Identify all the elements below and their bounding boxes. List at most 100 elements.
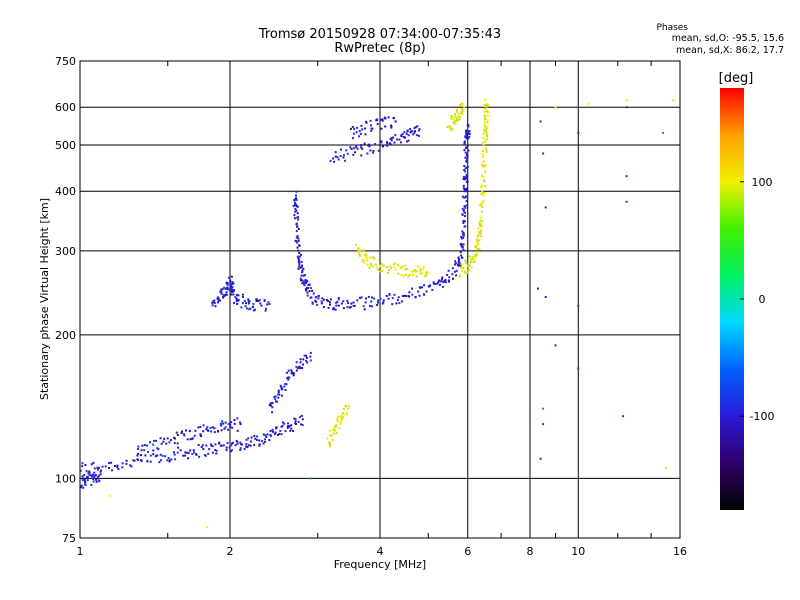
data-point	[229, 424, 232, 426]
data-point	[202, 448, 205, 450]
data-point	[301, 271, 304, 274]
y-tick-label: 300	[55, 245, 76, 258]
data-point	[83, 477, 86, 480]
data-point	[191, 453, 194, 455]
data-point	[462, 232, 464, 235]
data-point	[625, 175, 628, 178]
data-point	[297, 257, 300, 260]
data-point	[484, 139, 487, 142]
data-point	[393, 117, 396, 120]
data-point	[480, 185, 483, 188]
data-point	[365, 255, 367, 258]
data-point	[173, 442, 176, 445]
data-point	[278, 393, 281, 396]
data-point	[133, 459, 136, 462]
data-point	[329, 159, 332, 162]
data-point	[479, 216, 482, 219]
data-point	[269, 430, 272, 432]
data-point	[293, 214, 296, 217]
data-point	[201, 444, 204, 447]
data-point	[93, 471, 96, 474]
data-point	[271, 406, 274, 409]
data-point	[297, 420, 300, 423]
data-point	[337, 158, 340, 161]
data-point	[320, 300, 323, 303]
data-point	[200, 435, 203, 438]
data-point	[219, 422, 222, 425]
data-point	[197, 444, 200, 446]
data-point	[473, 260, 476, 263]
data-point	[244, 305, 247, 308]
data-point	[462, 184, 465, 187]
data-point	[393, 293, 396, 296]
data-point	[402, 274, 405, 277]
data-point	[478, 239, 481, 242]
data-point	[328, 301, 331, 304]
data-point	[225, 281, 228, 284]
data-point	[340, 148, 342, 151]
data-point	[468, 133, 471, 136]
data-point	[361, 147, 364, 150]
data-point	[355, 244, 358, 247]
data-point	[347, 407, 349, 410]
data-point	[386, 266, 389, 269]
data-point	[355, 131, 358, 134]
data-point	[250, 440, 252, 443]
data-point	[292, 374, 295, 377]
data-point	[387, 116, 390, 119]
data-point	[306, 294, 309, 297]
data-point	[281, 424, 284, 427]
data-point	[481, 190, 484, 193]
data-point	[91, 475, 94, 478]
data-point	[152, 449, 155, 452]
data-point	[220, 444, 223, 447]
data-point	[359, 254, 362, 257]
data-point	[366, 152, 369, 155]
data-point	[405, 132, 408, 135]
data-point	[423, 293, 426, 296]
data-point	[108, 462, 111, 465]
data-point	[87, 472, 90, 475]
data-point	[372, 265, 375, 268]
data-point	[297, 218, 300, 221]
data-point	[421, 268, 424, 271]
data-point	[137, 459, 140, 462]
data-point	[483, 128, 485, 131]
data-point	[485, 133, 488, 136]
data-point	[228, 446, 231, 449]
data-point	[460, 266, 463, 269]
data-point	[303, 354, 306, 357]
data-point	[423, 265, 425, 268]
data-point	[398, 302, 401, 305]
data-point	[327, 306, 330, 309]
data-point	[464, 129, 467, 132]
data-point	[298, 265, 301, 268]
data-point	[484, 107, 486, 110]
data-point	[577, 131, 580, 134]
data-point	[484, 185, 487, 188]
data-point	[460, 235, 463, 238]
data-point	[176, 442, 179, 445]
data-point	[432, 281, 435, 284]
data-point	[299, 358, 302, 361]
data-point	[265, 436, 268, 438]
data-point	[136, 454, 139, 457]
data-point	[337, 298, 340, 301]
data-point	[457, 260, 460, 262]
data-point	[85, 470, 88, 473]
data-point	[206, 429, 209, 432]
data-point	[257, 300, 260, 302]
data-point	[296, 225, 298, 228]
data-point	[86, 475, 89, 478]
data-point	[84, 464, 87, 466]
data-point	[299, 367, 302, 370]
data-point	[365, 120, 368, 123]
data-point	[227, 276, 230, 279]
data-point	[446, 274, 449, 276]
x-tick-label: 16	[673, 545, 687, 558]
data-point	[93, 474, 96, 477]
data-point	[80, 484, 83, 487]
data-point	[463, 106, 466, 109]
data-point	[454, 260, 457, 263]
data-point	[92, 480, 95, 483]
